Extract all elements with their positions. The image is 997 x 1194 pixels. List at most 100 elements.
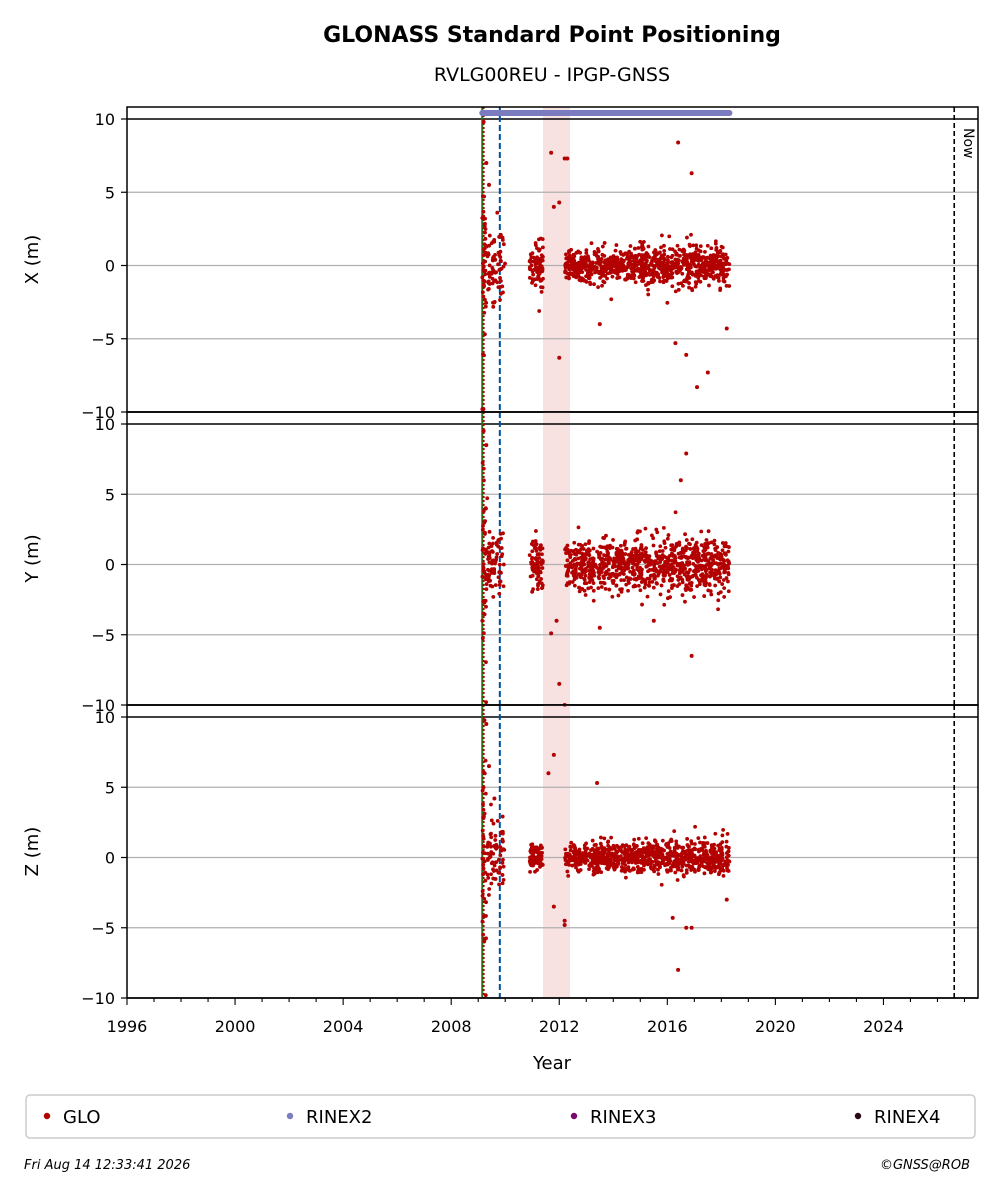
data-point bbox=[586, 551, 591, 556]
data-point bbox=[481, 599, 486, 604]
data-point bbox=[723, 567, 727, 572]
data-point bbox=[646, 266, 651, 271]
data-point bbox=[698, 279, 703, 284]
data-point bbox=[660, 233, 664, 238]
data-point bbox=[481, 770, 486, 774]
data-point bbox=[663, 257, 667, 262]
data-point bbox=[693, 280, 698, 285]
data-point bbox=[708, 556, 713, 561]
data-point bbox=[645, 861, 650, 866]
data-point bbox=[599, 570, 604, 574]
data-point bbox=[648, 857, 652, 862]
data-point bbox=[599, 861, 604, 865]
data-point bbox=[619, 257, 624, 262]
data-point bbox=[608, 270, 613, 275]
data-point bbox=[536, 861, 541, 866]
x-tick-label: 2000 bbox=[215, 1017, 256, 1036]
data-point bbox=[611, 581, 616, 585]
data-point bbox=[595, 846, 599, 851]
data-point bbox=[536, 853, 541, 858]
data-point bbox=[663, 562, 668, 567]
data-point bbox=[589, 241, 594, 246]
data-point bbox=[648, 562, 653, 567]
data-point bbox=[528, 252, 533, 257]
data-point bbox=[691, 561, 696, 566]
data-point bbox=[488, 854, 493, 859]
data-point bbox=[608, 557, 613, 562]
data-point bbox=[572, 845, 576, 849]
data-point bbox=[666, 258, 670, 263]
data-point bbox=[540, 862, 545, 867]
data-point bbox=[588, 263, 593, 268]
data-point bbox=[584, 257, 589, 262]
data-point bbox=[726, 869, 731, 873]
data-point bbox=[702, 594, 707, 598]
data-point bbox=[680, 548, 685, 553]
data-point bbox=[633, 861, 638, 865]
data-point bbox=[562, 918, 567, 923]
data-point bbox=[633, 584, 638, 589]
data-point bbox=[712, 538, 717, 543]
data-point bbox=[674, 861, 679, 866]
data-point bbox=[654, 553, 659, 558]
data-point bbox=[719, 858, 724, 863]
data-point bbox=[622, 543, 627, 547]
data-point bbox=[615, 272, 620, 277]
data-point bbox=[644, 836, 649, 841]
data-point bbox=[600, 283, 604, 288]
data-point bbox=[680, 864, 685, 869]
data-point bbox=[576, 525, 581, 530]
data-point bbox=[483, 272, 488, 277]
data-point bbox=[624, 546, 629, 551]
data-point bbox=[540, 583, 545, 588]
y-tick-label: −5 bbox=[91, 626, 115, 645]
data-point bbox=[529, 560, 533, 565]
data-point bbox=[480, 574, 485, 579]
data-point bbox=[596, 552, 601, 557]
data-point bbox=[533, 241, 538, 245]
data-point bbox=[613, 857, 618, 861]
data-point bbox=[670, 266, 675, 271]
data-point bbox=[627, 273, 632, 277]
data-point bbox=[683, 532, 687, 537]
data-point bbox=[697, 268, 702, 272]
data-point bbox=[689, 868, 694, 872]
data-point bbox=[688, 588, 693, 592]
x-tick-label: 2020 bbox=[755, 1017, 796, 1036]
data-point bbox=[531, 268, 536, 272]
data-point bbox=[628, 557, 633, 562]
data-point bbox=[603, 557, 608, 562]
data-point bbox=[485, 857, 490, 861]
data-point bbox=[722, 273, 727, 278]
y-tick-label: −5 bbox=[91, 919, 115, 938]
data-point bbox=[604, 866, 609, 871]
data-point bbox=[530, 589, 535, 594]
data-point bbox=[687, 581, 692, 586]
data-point bbox=[620, 859, 625, 863]
data-point bbox=[700, 564, 705, 568]
data-point bbox=[490, 281, 495, 286]
data-point bbox=[669, 562, 674, 567]
data-point bbox=[579, 555, 583, 560]
data-point bbox=[481, 785, 486, 790]
data-point bbox=[684, 352, 689, 357]
data-point bbox=[530, 862, 535, 867]
data-point bbox=[637, 267, 642, 271]
data-point bbox=[530, 573, 535, 578]
data-point bbox=[599, 870, 604, 875]
data-point bbox=[703, 558, 708, 563]
data-point bbox=[612, 846, 617, 851]
data-point bbox=[655, 581, 659, 586]
y-axis-label: Z (m) bbox=[22, 827, 43, 877]
data-point bbox=[586, 276, 591, 281]
data-point bbox=[631, 276, 636, 281]
data-point bbox=[567, 250, 571, 255]
legend: GLO RINEX2 RINEX3 RINEX4 bbox=[25, 1094, 976, 1139]
data-point bbox=[500, 860, 505, 865]
data-point bbox=[569, 247, 573, 252]
y-tick-label: 5 bbox=[105, 778, 115, 797]
data-point bbox=[582, 570, 587, 575]
data-point bbox=[679, 868, 684, 873]
data-point bbox=[687, 285, 691, 290]
data-point bbox=[646, 292, 651, 297]
